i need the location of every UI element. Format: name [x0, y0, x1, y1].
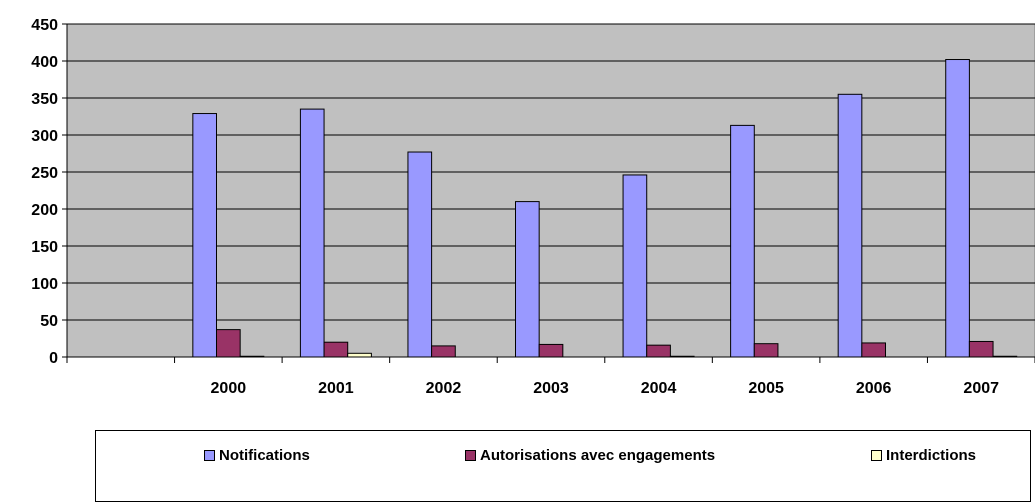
y-tick-label: 400	[31, 54, 58, 71]
y-tick-label: 300	[31, 128, 58, 145]
bar-autorisations-2003	[538, 343, 564, 358]
bar-autorisations-2004	[646, 344, 671, 358]
legend-item-interdictions: Interdictions	[871, 447, 976, 464]
bar-notifications-2007	[945, 59, 970, 358]
x-tick-label: 2003	[533, 380, 569, 397]
y-tick-label: 450	[31, 17, 58, 34]
legend-label-notifications: Notifications	[219, 447, 310, 464]
x-tick-label: 2001	[318, 380, 354, 397]
bar-autorisations-2006	[861, 342, 886, 358]
y-tick-label: 200	[31, 202, 58, 219]
bar-notifications-2005	[730, 124, 755, 358]
y-tick-label: 350	[31, 91, 58, 108]
bar-interdictions-2001	[347, 352, 372, 358]
x-tick-label: 2004	[641, 380, 677, 397]
legend-swatch-autorisations	[465, 450, 476, 461]
bar-autorisations-2000	[216, 329, 241, 358]
bar-autorisations-2002	[431, 345, 456, 358]
x-tick-label: 2002	[426, 380, 462, 397]
y-tick-label: 100	[31, 276, 58, 293]
x-tick-label: 2007	[963, 380, 999, 397]
legend: Notifications Autorisations avec engagem…	[95, 430, 1031, 502]
legend-item-notifications: Notifications	[204, 447, 310, 464]
x-tick-label: 2005	[748, 380, 784, 397]
bar-autorisations-2005	[753, 343, 779, 358]
legend-item-autorisations: Autorisations avec engagements	[465, 447, 715, 464]
y-tick-label: 0	[49, 350, 58, 367]
bar-notifications-2000	[192, 113, 218, 358]
y-tick-label: 150	[31, 239, 58, 256]
bar-autorisations-2001	[323, 341, 349, 358]
legend-label-autorisations: Autorisations avec engagements	[480, 447, 716, 464]
bar-notifications-2002	[407, 151, 433, 358]
bar-notifications-2001	[299, 108, 325, 358]
legend-swatch-notifications	[204, 450, 215, 461]
bar-chart: 0 50 100 150 200 250 300 350 400 450 2000 2001 2002…	[31, 17, 1035, 397]
axes	[62, 23, 1035, 363]
legend-label-interdictions: Interdictions	[886, 447, 977, 464]
plot-area	[66, 23, 1035, 358]
y-tick-label: 50	[40, 313, 58, 330]
bar-notifications-2003	[515, 201, 540, 358]
bar-notifications-2006	[837, 93, 863, 358]
x-tick-label: 2006	[856, 380, 892, 397]
y-tick-label: 250	[31, 165, 58, 182]
x-axis-tick-labels: 2000 2001 2002 2003 2004 2005 2006 2007	[211, 380, 1000, 397]
bar-notifications-2004	[622, 174, 648, 358]
x-tick-label: 2000	[211, 380, 247, 397]
legend-swatch-interdictions	[871, 450, 882, 461]
gridlines	[67, 23, 1035, 321]
y-axis-tick-labels: 0 50 100 150 200 250 300 350 400 450	[31, 17, 58, 367]
bar-autorisations-2007	[968, 340, 994, 358]
